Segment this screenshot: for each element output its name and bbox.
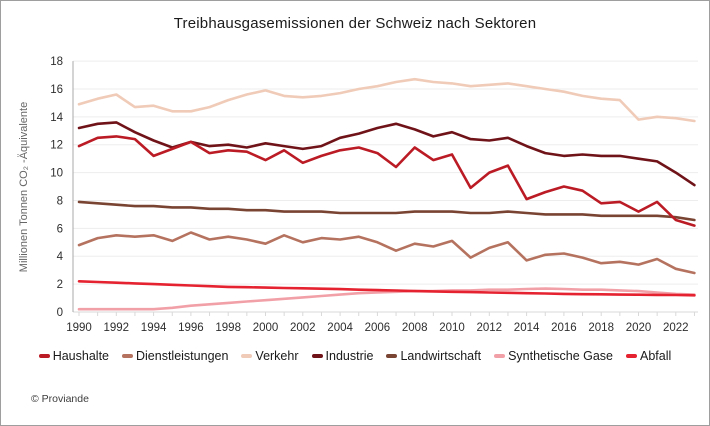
legend-item-synthetische-gase: Synthetische Gase bbox=[494, 349, 613, 363]
legend-item-industrie: Industrie bbox=[311, 349, 374, 363]
legend-label: Verkehr bbox=[255, 349, 299, 363]
y-axis-tick: 2 bbox=[57, 279, 63, 291]
legend-swatch bbox=[494, 354, 506, 358]
x-axis-tick: 1996 bbox=[178, 322, 204, 334]
legend-swatch bbox=[38, 354, 50, 358]
y-axis-label: Millionen Tonnen CO₂ -Äquivalente bbox=[18, 102, 30, 272]
legend-swatch bbox=[122, 354, 133, 358]
chart-title: Treibhausgasemissionen der Schweiz nach … bbox=[173, 15, 537, 32]
legend-item-verkehr: Verkehr bbox=[241, 349, 299, 363]
y-axis-tick: 0 bbox=[57, 307, 63, 319]
y-axis-tick: 14 bbox=[50, 112, 63, 124]
legend: Haushalte Dienstleistungen Verkehr Industri… bbox=[1, 349, 709, 363]
x-axis-tick: 1990 bbox=[66, 322, 92, 334]
x-axis-tick: 2008 bbox=[402, 322, 428, 334]
y-axis-tick: 18 bbox=[50, 56, 63, 68]
x-axis-tick: 2010 bbox=[439, 322, 465, 334]
x-axis-tick: 1998 bbox=[215, 322, 241, 334]
legend-item-haushalte: Haushalte bbox=[38, 349, 109, 363]
legend-item-landwirtschaft: Landwirtschaft bbox=[386, 349, 481, 363]
x-axis-tick: 1994 bbox=[141, 322, 167, 334]
x-axis-tick: 2014 bbox=[514, 322, 540, 334]
y-axis-tick: 8 bbox=[57, 195, 63, 207]
legend-label: Synthetische Gase bbox=[508, 349, 613, 363]
series-line-verkehr bbox=[77, 77, 696, 123]
series-line-industrie bbox=[77, 121, 696, 187]
y-axis-tick: 6 bbox=[57, 223, 63, 235]
x-axis-tick: 2004 bbox=[327, 322, 353, 334]
x-axis-tick: 1992 bbox=[104, 322, 130, 334]
y-axis-tick: 4 bbox=[57, 251, 64, 263]
x-axis-tick: 2016 bbox=[551, 322, 577, 334]
series-line-dienstleistungen bbox=[77, 231, 696, 275]
x-axis-tick: 2000 bbox=[253, 322, 279, 334]
x-axis-tick: 2020 bbox=[626, 322, 652, 334]
x-axis-tick: 2006 bbox=[365, 322, 391, 334]
series-line-haushalte bbox=[77, 135, 696, 227]
legend-item-dienstleistungen: Dienstleistungen bbox=[122, 349, 228, 363]
legend-item-abfall: Abfall bbox=[626, 349, 671, 363]
legend-label: Dienstleistungen bbox=[136, 349, 229, 363]
x-axis-tick: 2002 bbox=[290, 322, 316, 334]
legend-label: Industrie bbox=[325, 349, 374, 363]
x-axis-tick: 2012 bbox=[477, 322, 503, 334]
series-line-landwirtschaft bbox=[77, 200, 696, 222]
x-axis-tick: 2018 bbox=[588, 322, 614, 334]
y-axis-tick: 16 bbox=[50, 84, 63, 96]
legend-swatch bbox=[311, 354, 323, 358]
chart-svg: 0 2 4 6 8 10 12 14 16 18 1990 1992 1994 1996 1998 2000 2… bbox=[18, 56, 698, 334]
legend-label: Haushalte bbox=[52, 349, 109, 363]
legend-swatch bbox=[386, 354, 398, 358]
y-axis-tick: 10 bbox=[50, 168, 63, 180]
legend-label: Abfall bbox=[640, 349, 672, 363]
x-axis-tick: 2022 bbox=[663, 322, 689, 334]
series-line-synthetische-gase bbox=[77, 287, 696, 311]
legend-swatch bbox=[626, 354, 637, 358]
legend-swatch bbox=[241, 354, 253, 358]
copyright: © Proviande bbox=[31, 393, 89, 405]
series-line-abfall bbox=[77, 279, 696, 297]
legend-label: Landwirtschaft bbox=[400, 349, 482, 363]
y-axis-tick: 12 bbox=[50, 140, 63, 152]
